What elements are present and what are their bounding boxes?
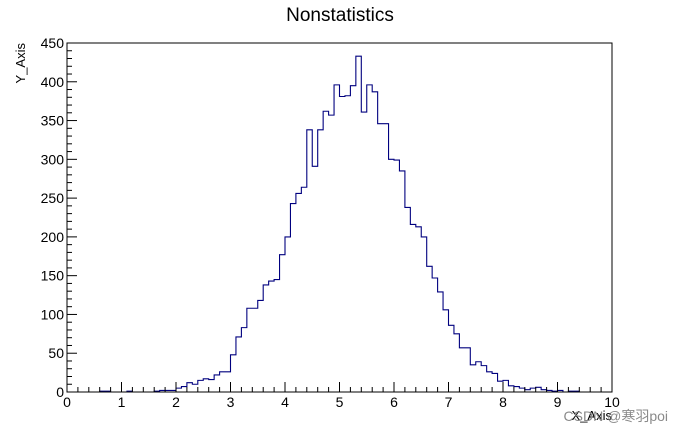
x-axis-title: X_Axis (572, 408, 613, 423)
y-tick-label: 50 (48, 345, 64, 361)
y-axis-title: Y_Axis (13, 43, 28, 84)
y-tick-label: 200 (41, 229, 65, 245)
y-tick-label: 150 (41, 268, 65, 284)
x-tick-label: 7 (445, 394, 453, 410)
y-tick-label: 350 (41, 113, 65, 129)
x-tick-label: 3 (227, 394, 235, 410)
y-tick-label: 100 (41, 306, 65, 322)
x-tick-label: 2 (172, 394, 180, 410)
y-tick-label: 0 (56, 384, 64, 400)
chart-title: Nonstatistics (286, 5, 394, 26)
x-tick-label: 6 (390, 394, 398, 410)
x-tick-label: 5 (336, 394, 344, 410)
x-tick-label: 1 (118, 394, 126, 410)
y-tick-label: 400 (41, 74, 65, 90)
x-tick-label: 4 (281, 394, 289, 410)
histogram-series (67, 55, 612, 393)
x-tick-label: 9 (554, 394, 562, 410)
y-tick-label: 450 (41, 35, 65, 51)
y-tick-label: 300 (41, 151, 65, 167)
x-tick-label: 10 (604, 394, 620, 410)
y-tick-label: 250 (41, 190, 65, 206)
x-tick-label: 8 (499, 394, 507, 410)
watermark-text: CSDN @寒羽poi (564, 408, 668, 424)
x-tick-label: 0 (63, 394, 71, 410)
